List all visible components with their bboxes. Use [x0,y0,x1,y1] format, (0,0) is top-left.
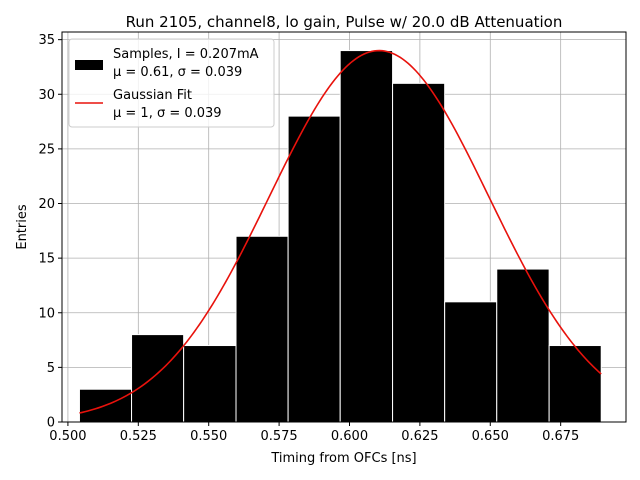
y-tick-label: 5 [47,361,55,376]
histogram-bar [444,301,498,423]
y-tick-label: 10 [38,306,55,321]
legend-detail-samples: μ = 0.61, σ = 0.039 [113,65,242,80]
gaussian-fit-curve [79,49,602,414]
y-tick-label: 15 [38,252,55,267]
histogram-bar [392,82,446,423]
x-tick-label: 0.525 [120,429,157,444]
x-tick-label: 0.625 [401,429,438,444]
histogram-bar [131,334,185,423]
legend-detail-fit: μ = 1, σ = 0.039 [113,106,222,121]
x-tick-label: 0.500 [49,429,86,444]
legend-label-fit: Gaussian Fit [113,88,192,103]
x-axis-ticks: 0.500 0.525 0.550 0.575 0.600 0.625 0.650 0.675 [49,422,579,444]
x-tick-label: 0.675 [542,429,579,444]
x-tick-label: 0.550 [190,429,227,444]
x-tick-label: 0.650 [472,429,509,444]
histogram-bar [287,115,341,423]
y-tick-label: 25 [38,142,55,157]
histogram-bar [235,235,289,423]
legend: Samples, I = 0.207mA μ = 0.61, σ = 0.039… [68,38,275,128]
chart-title: Run 2105, channel8, lo gain, Pulse w/ 20… [126,13,563,31]
x-tick-label: 0.600 [331,429,368,444]
histogram-bar [339,50,394,423]
histogram-bar [548,345,602,423]
y-tick-label: 35 [38,33,55,48]
plot-frame [61,31,627,423]
histogram-bars [78,50,602,423]
histogram-bar [496,268,550,423]
gaussian-fit-line [79,49,602,414]
y-tick-label: 30 [38,88,55,103]
legend-label-samples: Samples, I = 0.207mA [113,47,259,62]
y-tick-label: 0 [47,416,55,431]
x-axis-label: Timing from OFCs [ns] [270,451,416,466]
y-axis-label: Entries [15,204,30,250]
y-tick-label: 20 [38,197,55,212]
legend-box [68,38,275,128]
histogram-bar [183,345,237,423]
x-tick-label: 0.575 [260,429,297,444]
legend-swatch-samples [75,60,103,70]
y-axis-ticks: 0 5 10 15 20 25 30 35 [38,33,62,431]
